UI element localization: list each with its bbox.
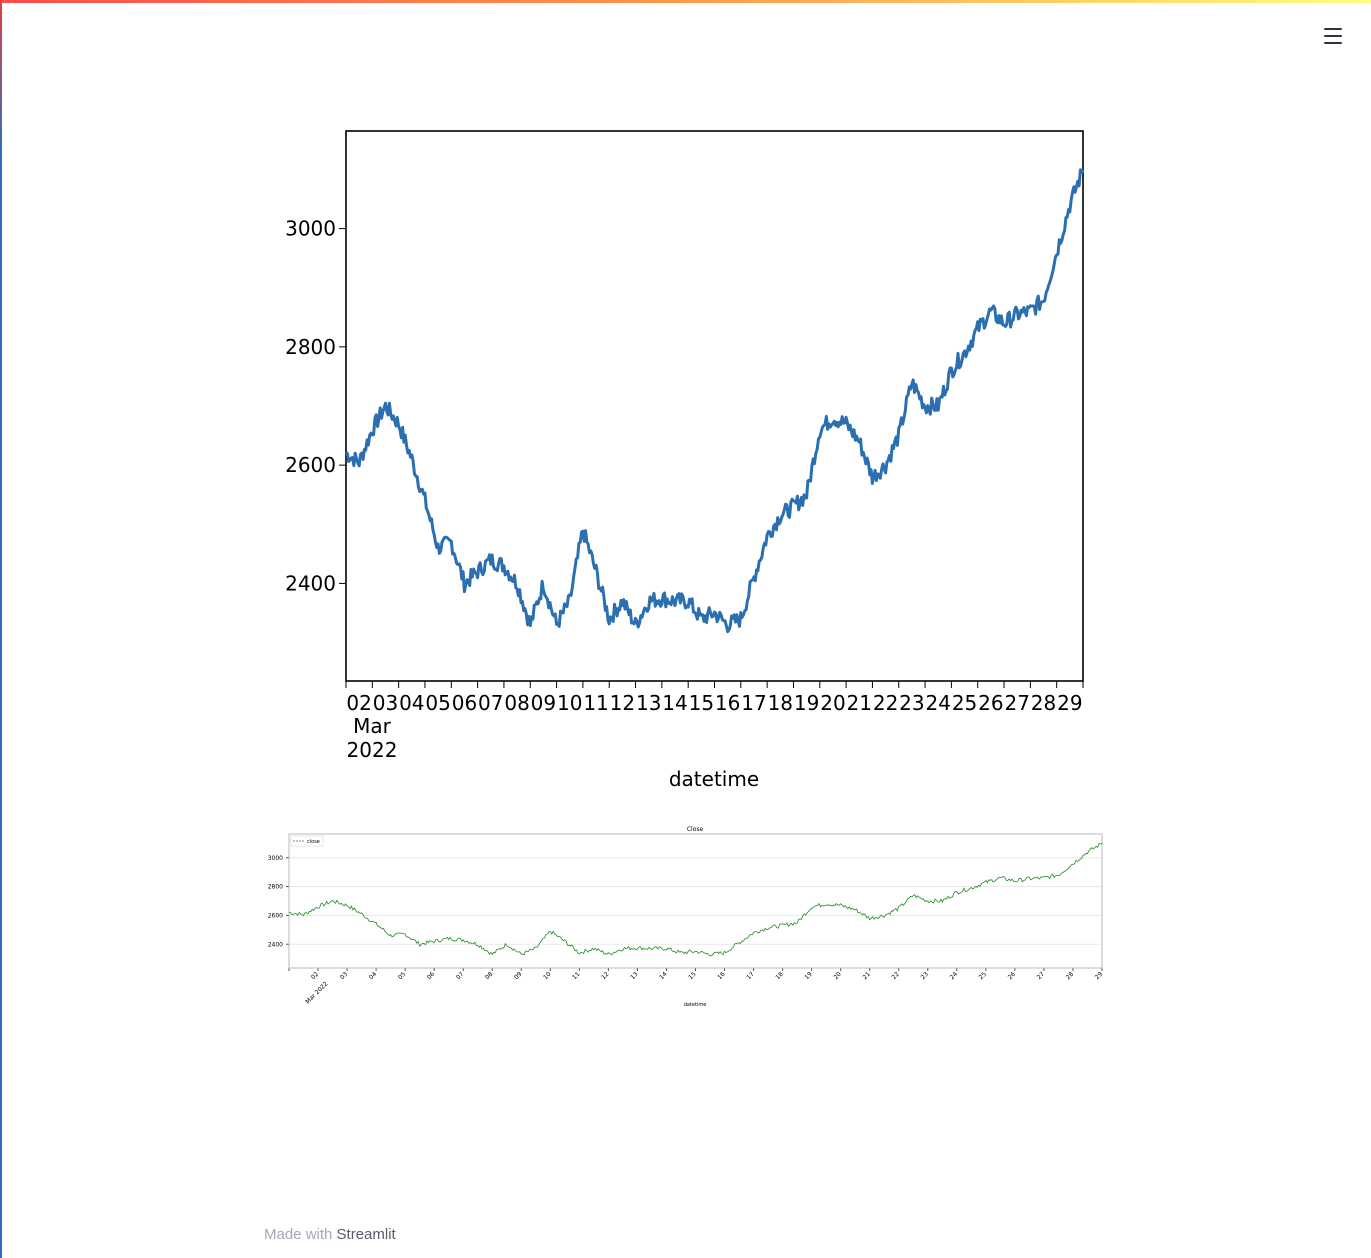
y-tick-label: 2600 [268, 913, 283, 920]
x-tick-label: 16 [716, 971, 726, 981]
legend-label: close [307, 839, 320, 845]
close-line-chart: Close 2400 2600 2800 3000 02 03 04 05 06 07 08 09 1… [268, 826, 1105, 1008]
x-tick-label: 10 [542, 971, 552, 981]
x-tick-label: 04 [368, 971, 378, 981]
plot-frame [288, 833, 1103, 969]
x-tick-label: 07 [455, 971, 465, 981]
y-tick-label: 2800 [285, 335, 336, 359]
x-tick-label: 28 [1065, 971, 1075, 981]
x-tick-label: 13 [636, 691, 661, 715]
x-tick-label: 02 [310, 971, 320, 981]
x-tick-label: 09 [513, 971, 523, 981]
y-tick-label: 2400 [285, 571, 336, 595]
top-decoration-bar [0, 0, 1371, 3]
footer-made-with: Made with [264, 1226, 333, 1243]
x-tick-label: 19 [794, 691, 819, 715]
x-tick-label: 14 [658, 971, 668, 981]
legend: close [290, 835, 324, 847]
x-tick-label: 03 [373, 691, 398, 715]
x-tick-label: 12 [600, 971, 610, 981]
x-tick-label: 27 [1004, 691, 1029, 715]
x-tick-label: 24 [926, 691, 951, 715]
x-tick-label: 28 [1031, 691, 1056, 715]
x-tick-label: 04 [399, 691, 424, 715]
footer: Made with Streamlit [264, 1226, 396, 1243]
grid-lines [289, 857, 1102, 945]
y-tick-label: 3000 [268, 855, 283, 862]
mini-chart-title: Close [687, 826, 704, 833]
x-year-label: 2022 [347, 738, 398, 762]
x-axis-label: datetime [684, 1002, 707, 1008]
x-tick-label: 26 [1007, 971, 1017, 981]
y-tick-labels: 2400 2600 2800 3000 [268, 855, 289, 948]
x-tick-label: 23 [899, 691, 924, 715]
left-edge-bar [0, 0, 2, 1258]
x-tick-label: 12 [610, 691, 635, 715]
x-tick-label: 14 [662, 691, 687, 715]
menu-line [1324, 42, 1342, 44]
x-tick-label: 13 [629, 971, 639, 981]
x-tick-label: 11 [571, 971, 581, 981]
streamlit-link[interactable]: Streamlit [336, 1226, 396, 1243]
x-tick-label: 21 [847, 691, 872, 715]
x-tick-label: 08 [484, 971, 494, 981]
x-tick-label: 22 [891, 971, 901, 981]
x-axis-label: datetime [669, 767, 759, 791]
x-tick-label: 18 [774, 971, 784, 981]
x-tick-label: 03 [339, 971, 349, 981]
x-tick-label: 11 [583, 691, 608, 715]
x-tick-label: 15 [689, 691, 714, 715]
x-tick-label: 29 [1094, 971, 1104, 981]
x-tick-label: 25 [978, 971, 988, 981]
menu-line [1324, 28, 1342, 30]
main-series-line [345, 168, 1085, 634]
x-ticks: 02 03 04 05 06 07 08 09 10 11 12 13 14 15 16 17 18 19 20 21… [345, 681, 1084, 715]
x-tick-label: 05 [425, 691, 450, 715]
plot-frame [345, 130, 1084, 682]
x-tick-label: 02 [346, 691, 371, 715]
close-series-line [288, 842, 1103, 957]
x-tick-label: 09 [531, 691, 556, 715]
x-tick-label: 25 [952, 691, 977, 715]
x-tick-label: 10 [557, 691, 582, 715]
x-tick-label: 27 [1036, 971, 1046, 981]
x-tick-label: 05 [397, 971, 407, 981]
x-tick-label: 08 [504, 691, 529, 715]
y-tick-labels: 2400 2600 2800 3000 [285, 217, 346, 595]
x-tick-label: 17 [741, 691, 766, 715]
y-tick-label: 2400 [268, 941, 283, 948]
x-tick-label: 06 [426, 971, 436, 981]
x-tick-label: 16 [715, 691, 740, 715]
hamburger-menu-icon[interactable] [1318, 22, 1348, 50]
x-tick-label: 06 [452, 691, 477, 715]
x-tick-label: 18 [768, 691, 793, 715]
x-tick-label: 29 [1057, 691, 1082, 715]
x-tick-label: 21 [861, 971, 871, 981]
menu-line [1324, 35, 1342, 37]
x-tick-label: 20 [820, 691, 845, 715]
x-tick-label: 07 [478, 691, 503, 715]
x-ticks: 02 03 04 05 06 07 08 09 10 11 12 13 14 15 16 17 18 19 20 21… [288, 968, 1104, 1005]
x-tick-label: 17 [745, 971, 755, 981]
x-tick-label: 20 [832, 971, 842, 981]
y-tick-label: 2600 [285, 453, 336, 477]
x-tick-label: 22 [873, 691, 898, 715]
x-tick-label: 15 [687, 971, 697, 981]
x-month-label: Mar [353, 714, 392, 738]
y-tick-label: 2800 [268, 884, 283, 891]
x-tick-label: 24 [949, 971, 959, 981]
x-tick-label: 19 [803, 971, 813, 981]
x-tick-label: 26 [978, 691, 1003, 715]
x-month-year-label: Mar 2022 [304, 980, 329, 1005]
x-tick-label: 23 [920, 971, 930, 981]
y-tick-label: 3000 [285, 217, 336, 241]
